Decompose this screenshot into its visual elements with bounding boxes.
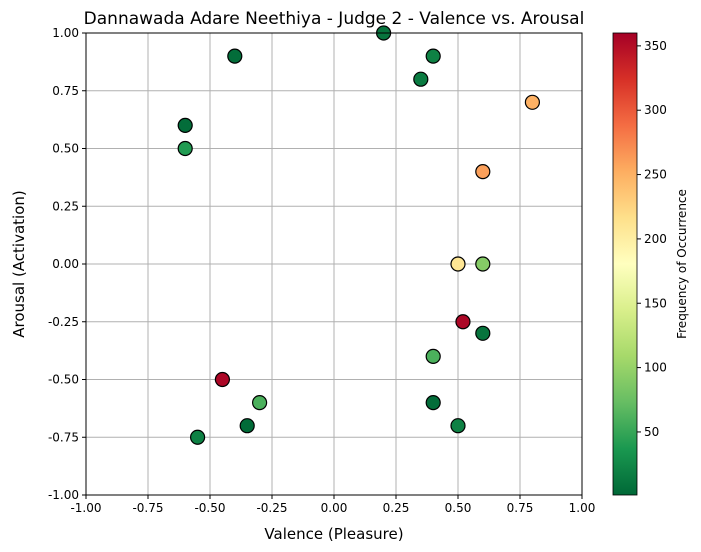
data-point [475, 325, 491, 341]
data-point [413, 71, 429, 87]
y-tick-label: -0.75 [48, 430, 79, 444]
x-axis-label: Valence (Pleasure) [264, 525, 403, 543]
data-point [227, 48, 243, 64]
x-tick-label: 1.00 [569, 501, 596, 515]
colorbar [612, 32, 638, 496]
y-tick-label: 0.25 [52, 199, 79, 213]
data-point [450, 256, 466, 272]
x-tick-label: -0.50 [194, 501, 225, 515]
x-tick-label: 0.25 [383, 501, 410, 515]
y-tick-label: 0.00 [52, 257, 79, 271]
data-point [239, 418, 255, 434]
x-tick-label: -0.25 [256, 501, 287, 515]
x-tick-label: 0.75 [507, 501, 534, 515]
x-axis-ticks: -1.00 -0.75 -0.50 -0.25 0.00 0.25 0.50 0.75 1.00 [70, 495, 595, 515]
data-point [177, 117, 193, 134]
y-tick-label: -0.50 [48, 373, 79, 387]
y-tick-label: -0.25 [48, 315, 79, 329]
colorbar-tick-label: 150 [644, 296, 667, 310]
data-points [177, 25, 541, 445]
x-tick-label: 0.00 [321, 501, 348, 515]
y-tick-label: 0.50 [52, 142, 79, 156]
data-point [475, 256, 491, 272]
colorbar-label: Frequency of Occurrence [675, 189, 689, 339]
data-point [455, 314, 471, 330]
colorbar-tick-label: 250 [644, 168, 667, 182]
y-tick-label: -1.00 [48, 488, 79, 502]
data-point [524, 94, 541, 110]
y-axis-label: Arousal (Activation) [10, 190, 28, 338]
x-tick-label: -0.75 [132, 501, 163, 515]
colorbar-ticks: 50 100 150 200 250 300 350 [637, 39, 667, 439]
x-tick-label: -1.00 [70, 501, 101, 515]
colorbar-tick-label: 200 [644, 232, 667, 246]
x-tick-label: 0.50 [445, 501, 472, 515]
y-tick-label: 1.00 [52, 26, 79, 40]
data-point [177, 140, 193, 157]
data-point [425, 348, 441, 364]
colorbar-tick-label: 300 [644, 103, 667, 117]
data-point [190, 429, 206, 445]
data-point [475, 164, 491, 180]
data-point [425, 395, 441, 411]
chart-title: Dannawada Adare Neethiya - Judge 2 - Val… [84, 9, 585, 29]
colorbar-tick-label: 100 [644, 361, 667, 375]
grid-lines [85, 32, 583, 496]
y-axis-ticks: -1.00 -0.75 -0.50 -0.25 0.00 0.25 0.50 0.75 1.00 [48, 26, 86, 502]
data-point [425, 48, 441, 64]
data-point [252, 395, 268, 411]
y-tick-label: 0.75 [52, 84, 79, 98]
data-point [450, 418, 466, 434]
colorbar-tick-label: 350 [644, 39, 667, 53]
colorbar-tick-label: 50 [644, 425, 659, 439]
data-point [214, 371, 230, 388]
